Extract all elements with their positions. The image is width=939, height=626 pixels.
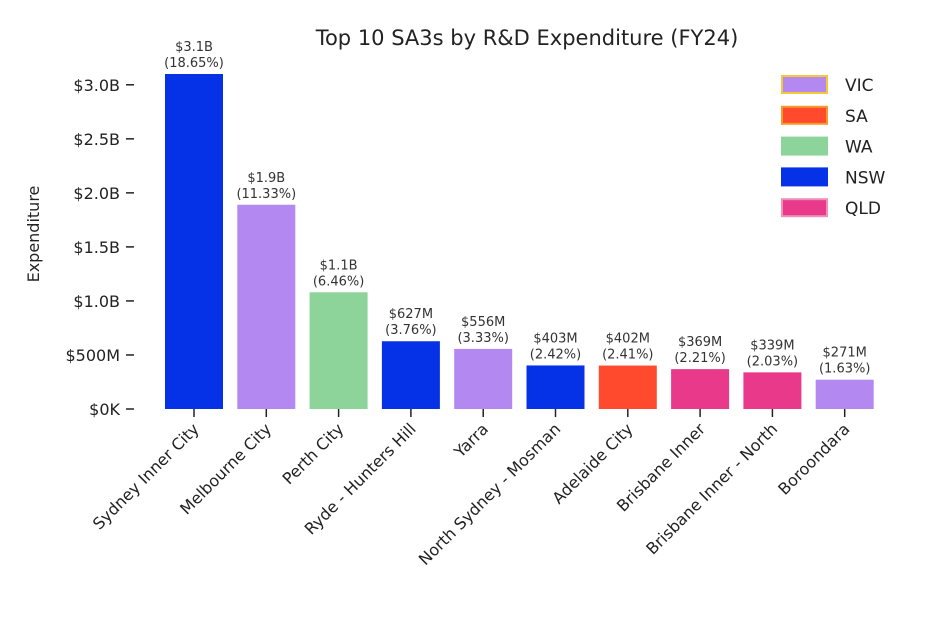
y-tick-label: $2.5B — [73, 130, 120, 149]
x-tick-label: Boroondara — [774, 419, 853, 498]
bar-boroondara — [815, 379, 874, 409]
bar-adelaide-city — [598, 365, 657, 409]
bar-percent-label: (2.41%) — [602, 348, 653, 363]
y-tick-label: $500M — [65, 346, 120, 365]
y-axis-label: Expenditure — [24, 186, 43, 283]
x-tick-label: Perth City — [279, 419, 348, 488]
legend-label: SA — [845, 107, 868, 127]
bar-ryde-hunters-hill — [381, 341, 440, 409]
legend-label: VIC — [845, 76, 874, 96]
y-tick-label: $2.0B — [73, 184, 120, 203]
bar-value-label: $403M — [533, 331, 577, 346]
bar-value-label: $556M — [461, 315, 505, 330]
x-tick-label: Sydney Inner City — [89, 419, 203, 533]
bar-percent-label: (3.76%) — [385, 323, 436, 338]
y-axis: $0K $500M $1.0B $1.5B $2.0B $2.5B $3.0B — [65, 76, 134, 419]
bar-value-label: $1.9B — [247, 171, 285, 186]
legend-swatch-qld — [781, 198, 828, 218]
bar-percent-label: (3.33%) — [457, 331, 508, 346]
bar-melbourne-city — [237, 204, 296, 409]
y-tick-label: $1.0B — [73, 292, 120, 311]
y-tick-label: $1.5B — [73, 238, 120, 257]
bar-value-label: $3.1B — [175, 40, 213, 55]
chart-title: Top 10 SA3s by R&D Expenditure (FY24) — [315, 26, 739, 50]
legend-label: QLD — [845, 199, 881, 219]
legend: VIC SA WA NSW QLD — [781, 75, 886, 219]
bar-value-label: $627M — [389, 307, 433, 322]
bars: $3.1B(18.65%) $1.9B(11.33%) $1.1B(6.46%) $6… — [164, 40, 874, 409]
legend-swatch-wa — [781, 136, 828, 156]
x-tick-label: Yarra — [450, 419, 492, 461]
y-tick-label: $3.0B — [73, 76, 120, 95]
legend-swatch-sa — [781, 105, 828, 125]
bar-brisbane-inner-north — [743, 372, 802, 409]
bar-value-label: $402M — [606, 332, 650, 347]
legend-label: NSW — [845, 168, 886, 188]
bar-percent-label: (11.33%) — [236, 187, 296, 202]
bar-percent-label: (6.46%) — [313, 274, 364, 289]
bar-value-label: $369M — [678, 335, 722, 350]
bar-value-label: $1.1B — [320, 258, 358, 273]
legend-swatch-nsw — [781, 167, 828, 187]
bar-north-sydney-mosman — [526, 365, 585, 409]
bar-value-label: $339M — [750, 338, 794, 353]
bar-percent-label: (2.42%) — [530, 347, 581, 362]
bar-percent-label: (18.65%) — [164, 56, 224, 71]
bar-brisbane-inner — [671, 369, 730, 409]
legend-swatch-vic — [781, 75, 828, 94]
bar-percent-label: (1.63%) — [819, 362, 870, 377]
bar-percent-label: (2.03%) — [747, 354, 798, 369]
bar-value-label: $271M — [823, 346, 867, 361]
bar-sydney-inner-city — [165, 74, 223, 409]
bar-perth-city — [309, 292, 368, 409]
y-tick-label: $0K — [89, 400, 120, 419]
x-tick-label: North Sydney - Mosman — [415, 419, 565, 569]
bar-yarra — [454, 348, 513, 409]
legend-label: WA — [845, 138, 873, 158]
bar-percent-label: (2.21%) — [674, 351, 725, 366]
x-tick-label: Brisbane Inner - North — [642, 419, 781, 558]
